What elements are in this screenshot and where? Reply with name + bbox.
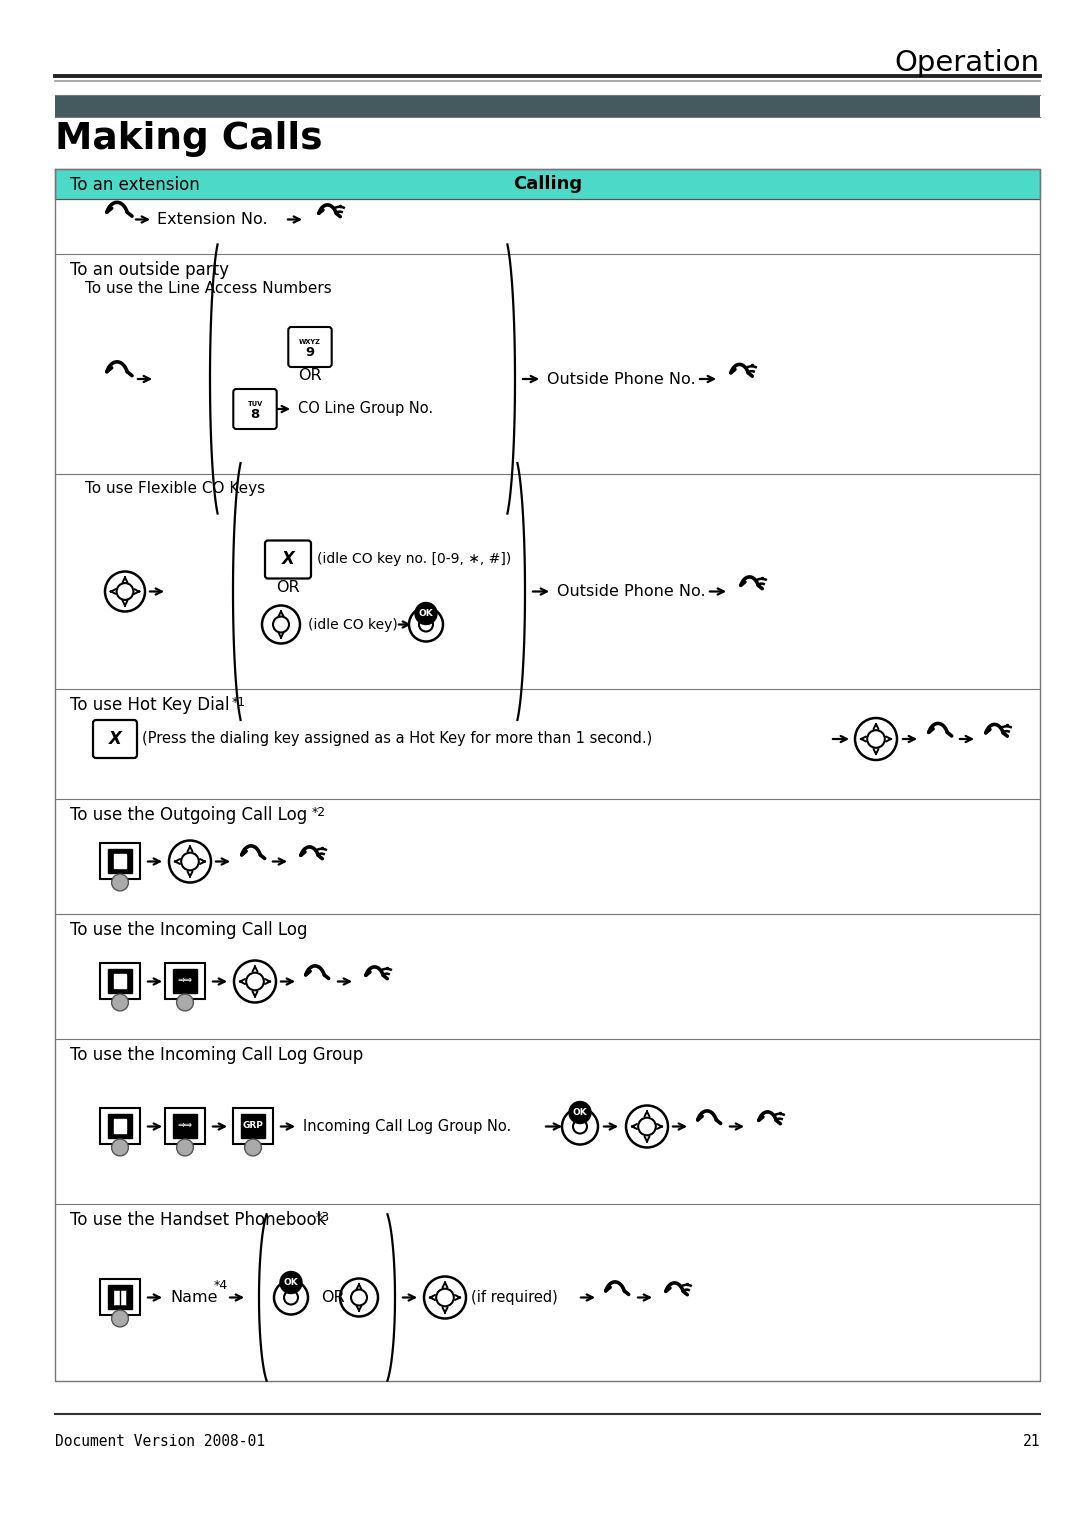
FancyBboxPatch shape [233,388,276,430]
Circle shape [569,1101,591,1124]
FancyBboxPatch shape [93,720,137,758]
Text: *1: *1 [232,696,246,709]
Text: WXYZ: WXYZ [299,339,321,346]
Text: Extension No.: Extension No. [157,213,268,226]
FancyBboxPatch shape [241,1113,265,1138]
FancyBboxPatch shape [288,327,332,367]
Text: Outside Phone No.: Outside Phone No. [546,372,696,387]
Text: *2: *2 [312,806,326,820]
Text: (Press the dialing key assigned as a Hot Key for more than 1 second.): (Press the dialing key assigned as a Hot… [141,731,652,746]
Text: *3: *3 [316,1211,330,1225]
Text: TUV: TUV [247,401,262,407]
FancyBboxPatch shape [100,842,140,879]
Text: OR: OR [298,368,322,384]
Text: OR: OR [276,579,300,595]
Text: To an outside party: To an outside party [70,261,229,278]
Text: To use the Incoming Call Log: To use the Incoming Call Log [70,920,308,939]
FancyBboxPatch shape [100,1107,140,1144]
FancyBboxPatch shape [165,962,205,998]
FancyBboxPatch shape [114,1289,126,1306]
FancyBboxPatch shape [100,962,140,998]
FancyBboxPatch shape [108,1284,132,1309]
Text: OK: OK [572,1109,588,1118]
Text: Outside Phone No.: Outside Phone No. [557,584,705,599]
Circle shape [415,602,437,624]
Text: (if required): (if required) [471,1290,557,1304]
FancyBboxPatch shape [113,974,126,988]
Text: (idle CO key no. [0-9, ∗, #]): (idle CO key no. [0-9, ∗, #]) [318,552,511,567]
Text: ⇒⇒: ⇒⇒ [177,976,192,985]
Text: X: X [282,550,295,569]
FancyBboxPatch shape [55,95,1040,118]
Circle shape [244,1139,261,1156]
FancyBboxPatch shape [108,849,132,873]
Text: Operation: Operation [895,49,1040,76]
FancyBboxPatch shape [165,1107,205,1144]
Text: To use the Incoming Call Log Group: To use the Incoming Call Log Group [70,1046,363,1064]
Circle shape [177,994,193,1011]
Text: 21: 21 [1023,1434,1040,1449]
FancyBboxPatch shape [108,968,132,992]
FancyBboxPatch shape [265,540,311,578]
Text: Calling: Calling [513,174,582,193]
FancyBboxPatch shape [100,1278,140,1315]
Text: Making Calls: Making Calls [55,121,323,157]
Text: Document Version 2008-01: Document Version 2008-01 [55,1434,265,1449]
Text: To use Hot Key Dial: To use Hot Key Dial [70,696,229,714]
Text: 8: 8 [251,408,259,420]
Text: Incoming Call Log Group No.: Incoming Call Log Group No. [303,1119,511,1135]
Text: OK: OK [419,609,433,618]
Circle shape [111,994,129,1011]
Text: (idle CO key): (idle CO key) [308,618,397,631]
Text: *4: *4 [214,1278,228,1292]
Text: To use Flexible CO Keys: To use Flexible CO Keys [85,482,265,495]
Text: X: X [109,729,121,748]
Text: ⇒⇒: ⇒⇒ [177,1121,192,1130]
FancyBboxPatch shape [233,1107,273,1144]
Text: 9: 9 [306,346,314,359]
Text: To use the Outgoing Call Log: To use the Outgoing Call Log [70,806,307,824]
Circle shape [280,1272,302,1294]
FancyBboxPatch shape [55,170,1040,199]
FancyBboxPatch shape [113,1119,126,1133]
Text: GRP: GRP [243,1121,264,1130]
Text: CO Line Group No.: CO Line Group No. [298,402,433,416]
Circle shape [111,875,129,891]
Circle shape [111,1139,129,1156]
Text: To use the Line Access Numbers: To use the Line Access Numbers [85,281,332,297]
Text: OR: OR [321,1290,345,1304]
Text: Name: Name [170,1290,217,1304]
Text: OK: OK [284,1278,298,1287]
FancyBboxPatch shape [173,968,197,992]
Text: To use the Handset Phonebook: To use the Handset Phonebook [70,1211,326,1229]
FancyBboxPatch shape [113,855,126,868]
Circle shape [177,1139,193,1156]
Text: To an extension: To an extension [70,176,200,194]
FancyBboxPatch shape [108,1113,132,1138]
FancyBboxPatch shape [173,1113,197,1138]
Circle shape [111,1310,129,1327]
